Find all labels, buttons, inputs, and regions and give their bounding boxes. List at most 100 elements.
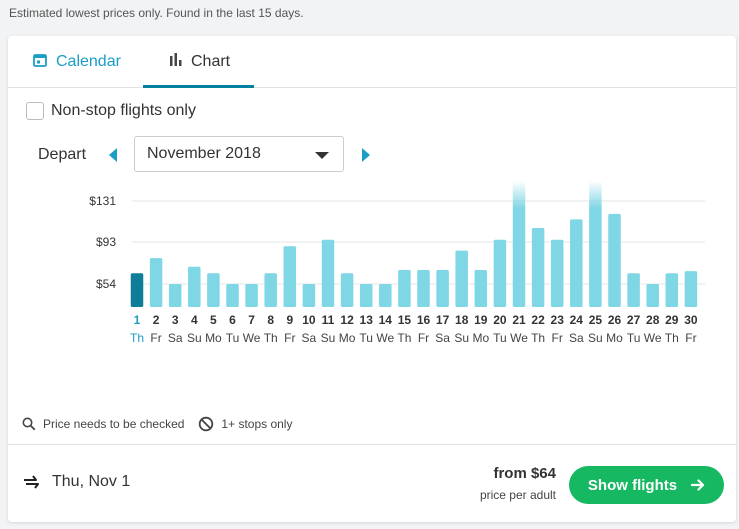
day-number: 23 [551, 313, 565, 327]
price-bar-5[interactable] [207, 273, 220, 307]
magnifier-icon [22, 417, 36, 431]
selection-footer: Thu, Nov 1 from $64 price per adult Show… [8, 444, 736, 522]
day-number: 1 [134, 313, 141, 327]
plane-icon [24, 475, 39, 489]
bar-chart-icon [169, 52, 182, 72]
day-number: 27 [627, 313, 641, 327]
legend-stops: 1+ stops only [198, 416, 292, 432]
weekday-label: Tu [493, 331, 507, 345]
price-per-adult: price per adult [479, 488, 556, 502]
chart-legend: Price needs to be checked 1+ stops only [22, 416, 306, 432]
price-bar-26[interactable] [608, 213, 621, 307]
price-bar-9[interactable] [283, 246, 297, 307]
price-bar-22[interactable] [531, 227, 545, 307]
results-notice: Estimated lowest prices only. Found in t… [9, 6, 304, 20]
nonstop-checkbox[interactable] [26, 102, 44, 120]
month-select[interactable]: November 2018 [134, 136, 344, 172]
weekday-label: Su [321, 331, 336, 345]
day-number: 7 [248, 313, 255, 327]
weekday-label: Sa [435, 331, 450, 345]
price-bar-28[interactable] [646, 284, 659, 307]
arrow-right-icon [691, 479, 705, 491]
weekday-label: Mo [205, 331, 222, 345]
price-bar-19[interactable] [474, 269, 488, 307]
legend-stops-label: 1+ stops only [221, 417, 293, 431]
day-number: 3 [172, 313, 179, 327]
price-bar-27[interactable] [627, 273, 640, 307]
price-bar-2[interactable] [149, 258, 163, 307]
price-bar-29[interactable] [665, 273, 679, 307]
day-number: 22 [531, 313, 545, 327]
price-bar-24[interactable] [570, 219, 583, 307]
price-bar-11[interactable] [321, 239, 335, 307]
weekday-label: Sa [302, 331, 317, 345]
day-number: 6 [229, 313, 236, 327]
price-bar-14[interactable] [379, 284, 392, 307]
weekday-label: We [644, 331, 662, 345]
price-bar-17[interactable] [436, 269, 449, 307]
weekday-label: Tu [226, 331, 240, 345]
price-bar-3[interactable] [168, 284, 182, 307]
view-tabs: Calendar Chart [8, 36, 736, 88]
show-flights-label: Show flights [587, 476, 678, 494]
chevron-down-icon [315, 152, 329, 159]
weekday-label: We [376, 331, 394, 345]
previous-month-button[interactable] [106, 146, 120, 164]
price-bar-15[interactable] [398, 269, 411, 307]
selected-date-text: Thu, Nov 1 [52, 473, 131, 490]
day-number: 20 [493, 313, 507, 327]
show-flights-button[interactable]: Show flights [569, 466, 724, 504]
price-bar-12[interactable] [340, 273, 354, 307]
price-bar-20[interactable] [493, 239, 507, 307]
weekday-label: Su [588, 331, 603, 345]
day-number: 12 [340, 313, 354, 327]
day-number: 17 [436, 313, 450, 327]
price-bar-1[interactable] [130, 273, 144, 307]
weekday-label: Th [665, 331, 679, 345]
price-chart-card: Calendar Chart Non-stop flights only Dep… [8, 36, 736, 522]
weekday-label: Sa [168, 331, 183, 345]
day-number: 8 [267, 313, 274, 327]
chevron-left-icon [109, 148, 117, 162]
price-bar-6[interactable] [226, 284, 239, 307]
price-bar-8[interactable] [264, 273, 277, 307]
price-bar-18[interactable] [455, 250, 468, 307]
next-month-button[interactable] [359, 146, 373, 164]
weekday-label: Tu [627, 331, 641, 345]
weekday-label: Sa [569, 331, 584, 345]
y-tick-label: $93 [96, 235, 116, 249]
calendar-icon [33, 53, 47, 72]
nonstop-label: Non-stop flights only [51, 102, 196, 119]
weekday-label: We [243, 331, 261, 345]
weekday-label: Th [531, 331, 545, 345]
price-bar-16[interactable] [417, 269, 430, 307]
price-bar-23[interactable] [550, 239, 564, 307]
price-bar-30[interactable] [684, 271, 698, 307]
tab-chart[interactable]: Chart [169, 36, 230, 88]
price-bar-21[interactable] [512, 181, 526, 307]
price-bar-7[interactable] [245, 284, 258, 307]
day-number: 21 [512, 313, 526, 327]
day-number: 5 [210, 313, 217, 327]
price-bar-10[interactable] [302, 284, 316, 307]
weekday-label: Fr [418, 331, 429, 345]
day-number: 11 [322, 313, 335, 327]
day-number: 15 [398, 313, 412, 327]
day-number: 13 [360, 313, 374, 327]
weekday-label: Mo [472, 331, 489, 345]
weekday-label: Tu [359, 331, 373, 345]
tab-chart-label: Chart [191, 53, 231, 70]
weekday-label: Th [397, 331, 411, 345]
price-bar-25[interactable] [589, 181, 602, 307]
tab-calendar[interactable]: Calendar [33, 36, 121, 88]
nonstop-filter[interactable]: Non-stop flights only [26, 102, 196, 120]
day-number: 14 [379, 313, 393, 327]
price-bar-4[interactable] [188, 266, 201, 307]
chevron-right-icon [362, 148, 370, 162]
day-number: 10 [302, 313, 316, 327]
day-number: 28 [646, 313, 660, 327]
legend-price-check: Price needs to be checked [22, 417, 184, 431]
day-number: 4 [191, 313, 198, 327]
price-bar-13[interactable] [359, 284, 373, 307]
depart-label: Depart [38, 146, 87, 163]
